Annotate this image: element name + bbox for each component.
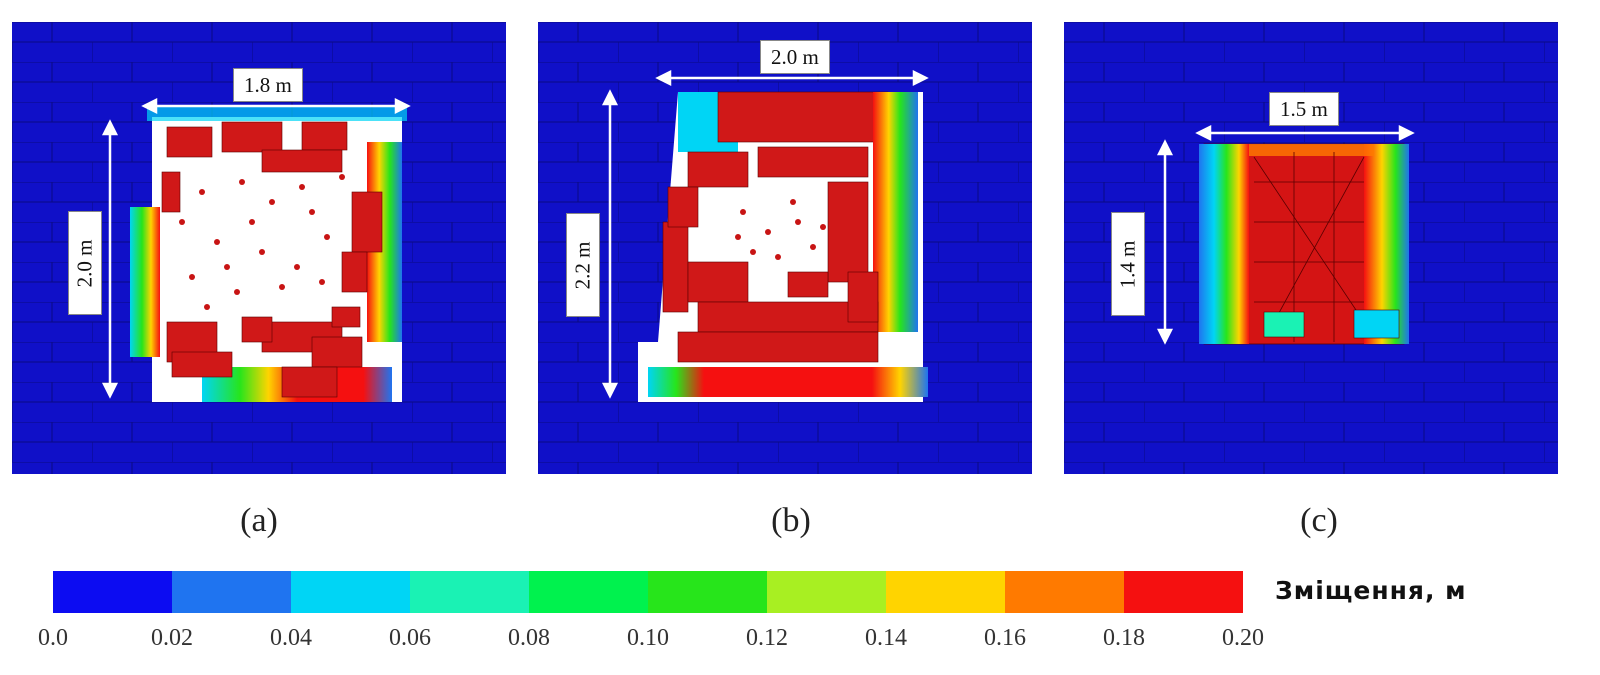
colorbar-tick-label: 0.20	[1222, 625, 1264, 651]
panel-b-image: 2.0 m 2.2 m	[538, 22, 1032, 474]
colorbar-tick-label: 0.12	[746, 625, 788, 651]
colorbar-segment	[529, 571, 648, 613]
height-label-c-text: 1.4 m	[1115, 240, 1140, 288]
colorbar-tick-label: 0.06	[389, 625, 431, 651]
colorbar-segment	[886, 571, 1005, 613]
colorbar-tick-label: 0.0	[38, 625, 68, 651]
colorbar-segment	[291, 571, 410, 613]
colorbar-tick-label: 0.10	[627, 625, 669, 651]
colorbar-segment	[1005, 571, 1124, 613]
height-label-c: 1.4 m	[1111, 212, 1145, 316]
dimension-arrows-b	[601, 69, 929, 399]
panel-a-image: 1.8 m 2.0 m	[12, 22, 506, 474]
width-label-c: 1.5 m	[1269, 92, 1339, 126]
dimension-arrows-a	[101, 97, 411, 399]
colorbar	[53, 571, 1243, 613]
colorbar-segment	[53, 571, 172, 613]
panel-b-plot	[538, 22, 1032, 474]
colorbar-tick-label: 0.18	[1103, 625, 1145, 651]
height-label-b: 2.2 m	[566, 213, 600, 317]
panel-label-c: (c)	[1300, 502, 1338, 539]
panel-label-b: (b)	[771, 502, 811, 539]
width-label-b: 2.0 m	[760, 40, 830, 74]
colorbar-tick-label: 0.02	[151, 625, 193, 651]
panel-c-plot	[1064, 22, 1558, 474]
dimension-arrows-c	[1156, 124, 1415, 345]
colorbar-segment	[1124, 571, 1243, 613]
colorbar-tick-label: 0.04	[270, 625, 312, 651]
panel-c-image: 1.5 m 1.4 m	[1064, 22, 1558, 474]
colorbar-segment	[410, 571, 529, 613]
colorbar-segment	[767, 571, 886, 613]
height-label-a-text: 2.0 m	[72, 239, 97, 287]
colorbar-tick-label: 0.14	[865, 625, 907, 651]
colorbar-segment	[172, 571, 291, 613]
colorbar-tick-label: 0.16	[984, 625, 1026, 651]
panel-label-a: (a)	[240, 502, 278, 539]
height-label-b-text: 2.2 m	[570, 241, 595, 289]
colorbar-title: Зміщення, м	[1275, 576, 1467, 605]
height-label-a: 2.0 m	[68, 211, 102, 315]
width-label-a: 1.8 m	[233, 68, 303, 102]
colorbar-tick-label: 0.08	[508, 625, 550, 651]
colorbar-segment	[648, 571, 767, 613]
